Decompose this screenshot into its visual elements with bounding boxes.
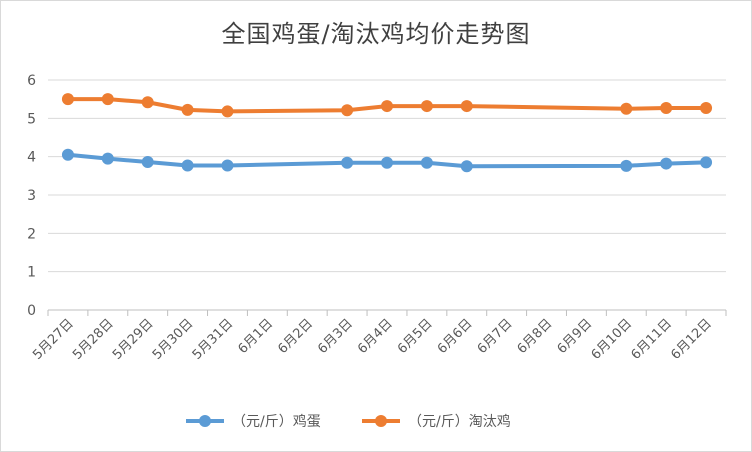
data-point	[460, 160, 473, 173]
x-tick-label: 5月31日	[190, 316, 237, 363]
x-tick-label: 5月29日	[110, 316, 157, 363]
data-point	[381, 156, 393, 169]
data-point	[620, 102, 633, 115]
data-point	[420, 156, 433, 169]
data-point	[221, 159, 234, 172]
data-point	[420, 100, 433, 113]
data-point	[660, 101, 673, 114]
data-point	[61, 93, 74, 106]
x-tick-label: 5月27日	[30, 316, 77, 363]
x-tick-label: 6月1日	[235, 316, 276, 357]
y-tick-label: 0	[27, 303, 36, 319]
data-point	[141, 96, 154, 109]
data-point	[101, 152, 114, 165]
series-line-2	[65, 97, 709, 114]
series-lines	[61, 93, 713, 173]
chart-title: 全国鸡蛋/淘汰鸡均价走势图	[221, 20, 531, 48]
x-tick-label: 6月11日	[628, 316, 675, 363]
legend-label: （元/斤）鸡蛋	[232, 413, 321, 430]
data-point	[61, 148, 74, 161]
y-tick-label: 5	[27, 111, 36, 127]
data-point	[460, 100, 473, 113]
data-point	[700, 156, 713, 169]
y-tick-label: 2	[27, 226, 36, 242]
legend-marker	[375, 415, 387, 427]
x-tick-label: 5月30日	[150, 316, 197, 363]
series-line-1	[65, 152, 709, 169]
data-point	[341, 156, 354, 169]
data-point	[101, 93, 114, 106]
y-tick-label: 4	[27, 150, 36, 166]
x-tick-label: 6月7日	[475, 316, 516, 357]
x-tick-label: 6月12日	[668, 316, 715, 363]
data-point	[181, 159, 194, 172]
x-tick-label: 6月8日	[515, 316, 556, 357]
y-tick-label: 3	[27, 188, 36, 204]
data-point	[341, 104, 354, 117]
y-tick-labels: 0 1 2 3 4 5 6	[27, 73, 36, 319]
data-point	[181, 103, 194, 116]
y-tick-label: 6	[27, 73, 36, 89]
x-tick-label: 6月10日	[589, 316, 636, 363]
gridlines	[48, 79, 726, 311]
x-tick-label: 6月6日	[435, 316, 476, 357]
y-tick-label: 1	[27, 265, 36, 281]
legend-label: （元/斤）淘汰鸡	[408, 413, 511, 430]
legend: （元/斤）鸡蛋 （元/斤）淘汰鸡	[186, 413, 511, 430]
data-point	[381, 100, 393, 113]
x-tick-label: 6月2日	[275, 316, 316, 357]
x-tick-label: 6月5日	[395, 316, 436, 357]
data-point	[221, 105, 234, 118]
data-point	[700, 101, 713, 114]
x-axis	[47, 310, 727, 316]
x-tick-label: 6月3日	[315, 316, 356, 357]
data-point	[660, 157, 673, 170]
x-tick-label: 6月4日	[355, 316, 396, 357]
data-point	[620, 159, 633, 172]
legend-marker	[199, 415, 211, 427]
x-tick-label: 5月28日	[70, 316, 117, 363]
data-point	[141, 156, 154, 169]
